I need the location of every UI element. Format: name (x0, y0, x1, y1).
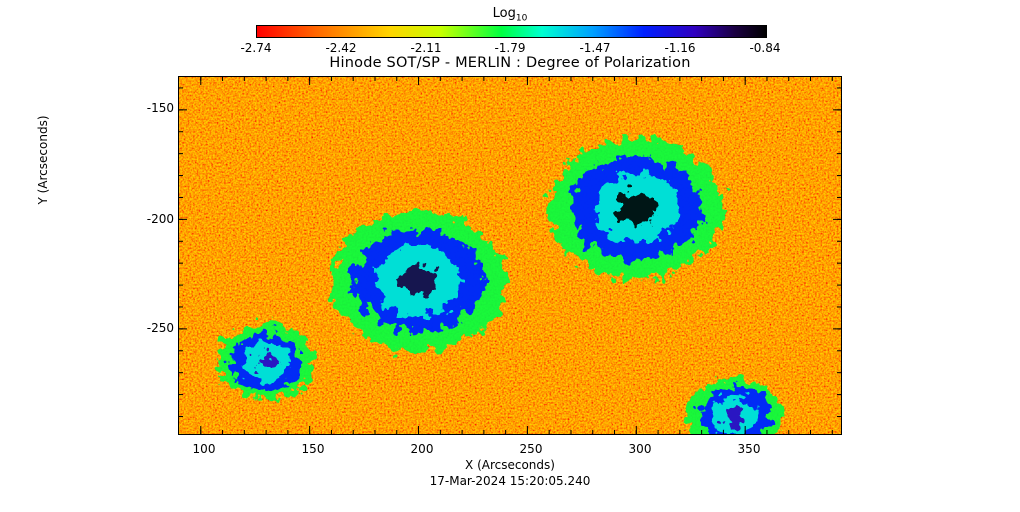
x-tick-label: 350 (737, 442, 761, 456)
features-layer (217, 138, 783, 434)
x-tick-label: 100 (192, 442, 216, 456)
colorbar-title-base: Log (492, 6, 516, 21)
y-tick-label: -200 (146, 212, 174, 226)
colorbar (256, 25, 767, 38)
y-axis-label: Y (Arcseconds) (36, 115, 50, 205)
plot-title: Hinode SOT/SP - MERLIN : Degree of Polar… (329, 55, 691, 71)
colorbar-title-subscript: 10 (515, 13, 528, 24)
x-tick-label: 300 (628, 442, 652, 456)
y-tick-label: -150 (146, 101, 174, 115)
feature-region (255, 352, 278, 371)
timestamp: 17-Mar-2024 15:20:05.240 (429, 474, 591, 488)
colorbar-tick-label: -1.79 (494, 41, 526, 55)
polarization-map-svg (179, 77, 841, 434)
x-tick-label: 250 (519, 442, 543, 456)
x-tick-label: 150 (301, 442, 325, 456)
x-axis-label: X (Arcseconds) (465, 458, 555, 472)
colorbar-tick-label: -2.11 (410, 41, 442, 55)
y-tick-label: -250 (146, 321, 174, 335)
colorbar-tick-label: -1.47 (579, 41, 611, 55)
x-tick-label: 200 (410, 442, 434, 456)
colorbar-tick-label: -2.42 (325, 41, 357, 55)
colorbar-tick-label: -1.16 (664, 41, 696, 55)
feature-region (398, 264, 439, 297)
feature-region (723, 407, 746, 426)
polarization-map (178, 76, 842, 435)
colorbar-title: Log10 (470, 6, 550, 24)
colorbar-tick-label: -2.74 (240, 41, 272, 55)
colorbar-tick-label: -0.84 (749, 41, 781, 55)
feature-region (616, 192, 657, 225)
